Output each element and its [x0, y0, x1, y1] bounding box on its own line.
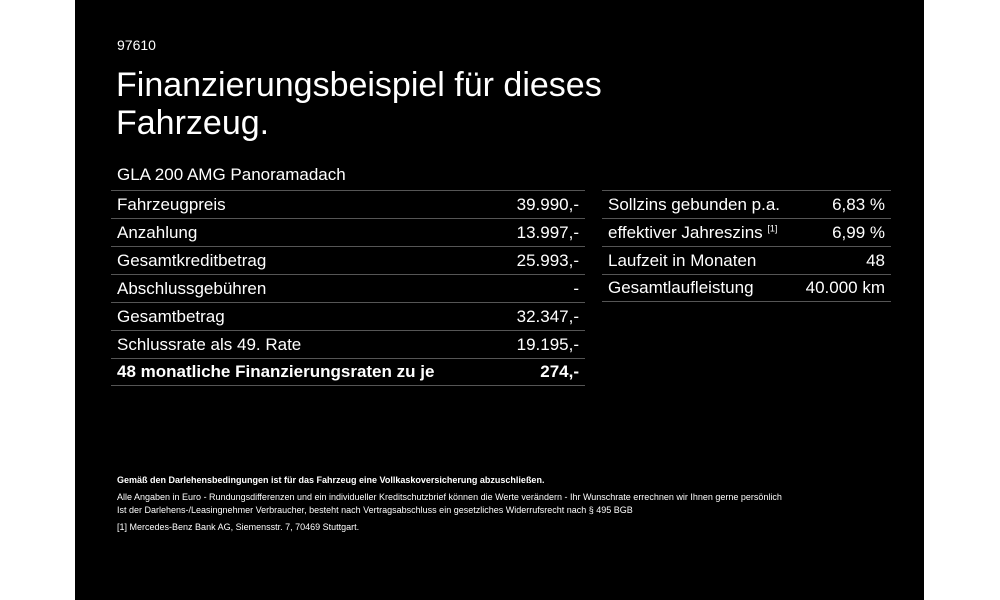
page-title: Finanzierungsbeispiel für dieses Fahrzeu… [116, 66, 602, 142]
vehicle-code: 97610 [117, 37, 156, 53]
table-row: Laufzeit in Monaten 48 [602, 246, 891, 274]
row-label: effektiver Jahreszins [608, 222, 763, 242]
row-label: 48 monatliche Finanzierungsraten zu je [117, 362, 435, 381]
row-value: 39.990,- [516, 194, 579, 214]
row-label: Fahrzeugpreis [117, 194, 226, 214]
row-label: Anzahlung [117, 222, 198, 242]
row-value: - [573, 278, 579, 298]
row-value: 274,- [540, 362, 579, 381]
row-value: 13.997,- [516, 222, 579, 242]
disclaimer-line: Ist der Darlehens-/Leasingnehmer Verbrau… [117, 505, 633, 515]
row-label-wrap: effektiver Jahreszins [1] [608, 223, 777, 243]
footnote: [1] Mercedes-Benz Bank AG, Siemensstr. 7… [117, 521, 897, 534]
table-row: Fahrzeugpreis 39.990,- [111, 190, 585, 218]
row-label: Schlussrate als 49. Rate [117, 334, 302, 354]
footnote-ref: [1] [767, 222, 778, 233]
interest-table: Sollzins gebunden p.a. 6,83 % effektiver… [602, 190, 891, 302]
vehicle-model: GLA 200 AMG Panoramadach [117, 165, 346, 184]
row-label: Laufzeit in Monaten [608, 250, 757, 270]
row-label: Gesamtkreditbetrag [117, 250, 267, 270]
row-value: 25.993,- [516, 250, 579, 270]
table-row: Anzahlung 13.997,- [111, 218, 585, 246]
row-label: Abschlussgebühren [117, 278, 267, 298]
footnote-marker: [1] [117, 522, 128, 532]
table-row: Gesamtlaufleistung 40.000 km [602, 274, 891, 302]
disclaimer-line: Alle Angaben in Euro - Rundungsdifferenz… [117, 492, 782, 502]
table-row: effektiver Jahreszins [1] 6,99 % [602, 218, 891, 246]
row-label: Gesamtlaufleistung [608, 278, 754, 297]
footnote-text: Mercedes-Benz Bank AG, Siemensstr. 7, 70… [129, 522, 360, 532]
row-value: 6,83 % [832, 194, 885, 214]
row-label: Sollzins gebunden p.a. [608, 194, 781, 214]
monthly-rate-row: 48 monatliche Finanzierungsraten zu je 2… [111, 358, 585, 386]
table-row: Abschlussgebühren - [111, 274, 585, 302]
row-value: 19.195,- [516, 334, 579, 354]
table-row: Schlussrate als 49. Rate 19.195,- [111, 330, 585, 358]
row-value: 48 [866, 250, 885, 270]
legal-notes: Gemäß den Darlehensbedingungen ist für d… [117, 474, 897, 534]
table-row: Gesamtbetrag 32.347,- [111, 302, 585, 330]
row-value: 40.000 km [805, 278, 885, 297]
financing-table: Fahrzeugpreis 39.990,- Anzahlung 13.997,… [111, 190, 585, 386]
row-label: Gesamtbetrag [117, 306, 225, 326]
row-value: 32.347,- [516, 306, 579, 326]
financing-panel: 97610 Finanzierungsbeispiel für dieses F… [75, 0, 924, 600]
insurance-note: Gemäß den Darlehensbedingungen ist für d… [117, 475, 545, 485]
row-value: 6,99 % [832, 222, 885, 242]
table-row: Gesamtkreditbetrag 25.993,- [111, 246, 585, 274]
table-row: Sollzins gebunden p.a. 6,83 % [602, 190, 891, 218]
